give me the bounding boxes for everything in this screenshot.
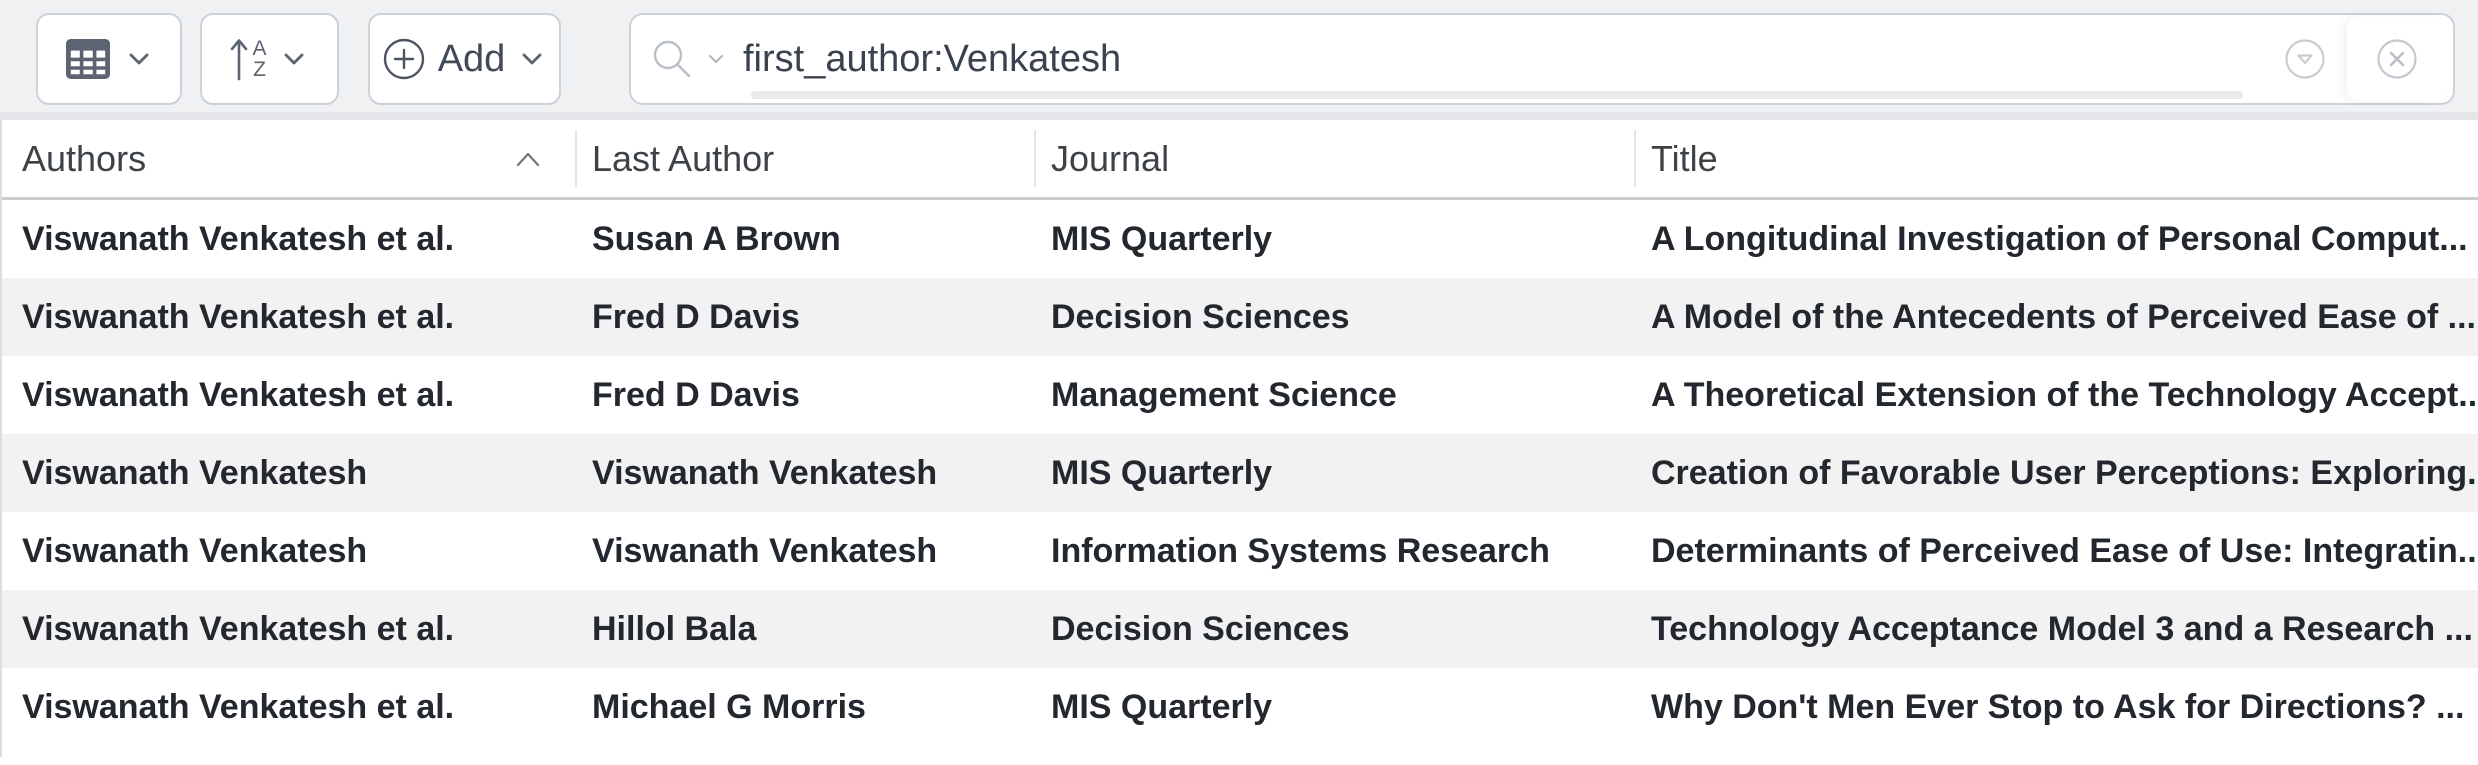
column-header-authors[interactable]: Authors	[2, 120, 575, 197]
cell-authors: Viswanath Venkatesh et al.	[22, 219, 455, 258]
expand-circle-icon[interactable]	[2283, 37, 2327, 81]
column-header-last-author[interactable]: Last Author	[575, 120, 1034, 197]
sort-letter-a: A	[252, 37, 267, 60]
chevron-down-icon	[124, 44, 154, 74]
column-header-label: Journal	[1051, 137, 1170, 179]
column-header-label: Authors	[22, 137, 147, 179]
cell-authors: Viswanath Venkatesh	[22, 531, 368, 570]
sort-letter-z: Z	[253, 58, 266, 81]
table-row[interactable]: Viswanath Venkatesh et al. Hillol Bala D…	[2, 590, 2478, 668]
cell-authors: Viswanath Venkatesh	[22, 453, 368, 492]
sort-chevron-up-icon	[513, 148, 543, 170]
table-row[interactable]: Viswanath Venkatesh Viswanath Venkatesh …	[2, 434, 2478, 512]
cell-title: Why Don't Men Ever Stop to Ask for Direc…	[1651, 687, 2465, 726]
table-row[interactable]: Viswanath Venkatesh et al. Susan A Brown…	[2, 200, 2478, 278]
x-circle-icon	[2375, 37, 2419, 81]
sort-button[interactable]: A Z	[200, 13, 339, 105]
table-row[interactable]: Viswanath Venkatesh et al. Fred D Davis …	[2, 278, 2478, 356]
cell-last-author: Susan A Brown	[592, 219, 841, 258]
chevron-down-icon[interactable]	[703, 46, 729, 72]
table-row[interactable]: Viswanath Venkatesh et al. Michael G Mor…	[2, 668, 2478, 746]
table-body: Viswanath Venkatesh et al. Susan A Brown…	[2, 200, 2478, 746]
add-button-label: Add	[437, 37, 506, 80]
view-options-button[interactable]	[36, 13, 182, 105]
cell-authors: Viswanath Venkatesh et al.	[22, 297, 455, 336]
cell-title: Determinants of Perceived Ease of Use: I…	[1651, 531, 2478, 570]
cell-journal: Decision Sciences	[1051, 609, 1350, 648]
cell-journal: MIS Quarterly	[1051, 219, 1273, 258]
cell-journal: Decision Sciences	[1051, 297, 1350, 336]
cell-last-author: Fred D Davis	[592, 297, 800, 336]
cell-last-author: Viswanath Venkatesh	[592, 531, 938, 570]
add-button[interactable]: Add	[368, 13, 561, 105]
table-grid-icon	[64, 37, 112, 81]
cell-authors: Viswanath Venkatesh et al.	[22, 609, 455, 648]
search-icon	[649, 36, 695, 82]
chevron-down-icon	[279, 44, 309, 74]
plus-circle-icon	[382, 37, 426, 81]
cell-authors: Viswanath Venkatesh et al.	[22, 687, 455, 726]
cell-last-author: Viswanath Venkatesh	[592, 453, 938, 492]
results-table: Authors Last Author Journal Title Viswan…	[0, 120, 2478, 757]
toolbar: A Z Add	[0, 0, 2478, 120]
column-header-label: Title	[1651, 137, 1718, 179]
cell-journal: MIS Quarterly	[1051, 453, 1273, 492]
column-header-journal[interactable]: Journal	[1034, 120, 1634, 197]
search-bar[interactable]	[629, 13, 2455, 105]
table-row[interactable]: Viswanath Venkatesh Viswanath Venkatesh …	[2, 512, 2478, 590]
table-row[interactable]: Viswanath Venkatesh et al. Fred D Davis …	[2, 356, 2478, 434]
cell-journal: MIS Quarterly	[1051, 687, 1273, 726]
cell-last-author: Michael G Morris	[592, 687, 866, 726]
cell-title: A Theoretical Extension of the Technolog…	[1651, 375, 2478, 414]
cell-authors: Viswanath Venkatesh et al.	[22, 375, 455, 414]
cell-journal: Information Systems Research	[1051, 531, 1550, 570]
search-horizontal-scrollbar[interactable]	[751, 91, 2243, 99]
column-header-title[interactable]: Title	[1634, 120, 2478, 197]
cell-last-author: Hillol Bala	[592, 609, 757, 648]
sort-ascending-icon: A Z	[230, 36, 267, 82]
column-header-label: Last Author	[592, 137, 775, 179]
clear-search-button[interactable]	[2347, 17, 2447, 101]
cell-journal: Management Science	[1051, 375, 1397, 414]
chevron-down-icon	[517, 44, 547, 74]
search-input[interactable]	[743, 37, 2283, 81]
cell-title: Creation of Favorable User Perceptions: …	[1651, 453, 2478, 492]
table-header-row: Authors Last Author Journal Title	[2, 120, 2478, 200]
cell-title: A Model of the Antecedents of Perceived …	[1651, 297, 2476, 336]
cell-last-author: Fred D Davis	[592, 375, 800, 414]
cell-title: Technology Acceptance Model 3 and a Rese…	[1651, 609, 2473, 648]
cell-title: A Longitudinal Investigation of Personal…	[1651, 219, 2468, 258]
